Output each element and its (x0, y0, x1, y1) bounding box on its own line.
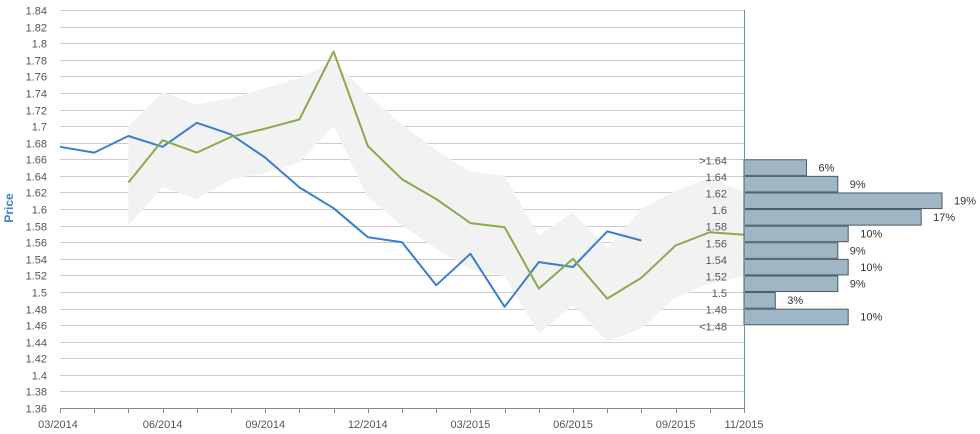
distribution-value-label: 19% (954, 195, 976, 207)
distribution-bar (743, 292, 776, 309)
x-tick-label: 11/2015 (725, 419, 764, 431)
y-tick-label: 1.72 (26, 106, 47, 118)
distribution-value-label: 17% (933, 212, 955, 224)
distribution-value-label: 9% (850, 179, 866, 191)
distribution-value-label: 10% (860, 229, 882, 241)
x-tick-label: 03/2014 (38, 419, 78, 431)
distribution-value-label: 9% (850, 245, 866, 257)
distribution-bin-label: 1.6 (712, 205, 727, 217)
distribution-bars: >1.64 6% 1.64 9% 1.62 19% 1.6 17% 1.58 10% 1.56 9% 1… (699, 155, 976, 333)
y-tick-label: 1.46 (26, 321, 47, 333)
series-lines (59, 50, 745, 308)
distribution-bin-label: 1.58 (706, 222, 727, 234)
distribution-bar (743, 192, 943, 210)
distribution-bin-label: 1.52 (706, 271, 727, 283)
distribution-bin-label: <1.48 (699, 321, 727, 333)
y-tick-label: 1.58 (26, 222, 47, 234)
x-tick-label: 06/2014 (143, 419, 183, 431)
series-line-1 (59, 121, 642, 308)
x-tick-label: 09/2014 (245, 419, 285, 431)
y-tick-label: 1.6 (32, 205, 47, 217)
x-tick-label: 09/2015 (656, 419, 696, 431)
x-tick-label: 03/2015 (451, 419, 491, 431)
distribution-value-label: 6% (819, 162, 835, 174)
distribution-bin-label: 1.62 (706, 188, 727, 200)
series-line-2 (127, 50, 745, 300)
y-tick-label: 1.5 (32, 288, 47, 300)
distribution-value-label: 10% (860, 312, 882, 324)
axes: 1.36 1.38 1.4 1.42 1.44 1.46 1.48 1.5 1.52 1.54 1.… (26, 6, 764, 432)
y-tick-label: 1.62 (26, 188, 47, 200)
confidence-band (128, 61, 744, 342)
distribution-bar (743, 225, 849, 243)
x-tick-label: 06/2015 (553, 419, 593, 431)
distribution-bin-label: 1.5 (712, 288, 727, 300)
distribution-bar (743, 209, 922, 226)
distribution-bar (743, 275, 839, 293)
y-tick-label: 1.54 (26, 255, 47, 267)
y-tick-label: 1.84 (26, 6, 47, 18)
y-tick-label: 1.36 (26, 404, 47, 416)
y-tick-label: 1.56 (26, 238, 47, 250)
forecast-band (128, 61, 744, 342)
y-tick-label: 1.52 (26, 271, 47, 283)
y-tick-label: 1.38 (26, 387, 47, 399)
y-tick-label: 1.8 (32, 39, 47, 51)
y-tick-label: 1.66 (26, 155, 47, 167)
y-tick-label: 1.42 (26, 354, 47, 366)
distribution-bin-label: 1.56 (706, 238, 727, 250)
y-tick-label: 1.74 (26, 89, 47, 101)
distribution-bin-label: 1.48 (706, 305, 727, 317)
distribution-bin-label: 1.54 (706, 255, 727, 267)
distribution-bar (743, 308, 849, 326)
distribution-value-label: 9% (850, 278, 866, 290)
y-tick-label: 1.82 (26, 23, 47, 35)
y-tick-label: 1.76 (26, 72, 47, 84)
y-tick-label: 1.78 (26, 56, 47, 68)
distribution-bar (743, 175, 839, 193)
distribution-value-label: 3% (787, 295, 803, 307)
distribution-bar (743, 258, 849, 276)
distribution-bin-label: >1.64 (699, 155, 727, 167)
distribution-bar (743, 159, 807, 176)
y-tick-label: 1.4 (32, 371, 47, 383)
distribution-value-label: 10% (860, 262, 882, 274)
y-axis-title: Price (2, 193, 16, 223)
y-tick-label: 1.7 (32, 122, 47, 134)
y-tick-label: 1.44 (26, 338, 47, 350)
distribution-bin-label: 1.64 (706, 172, 727, 184)
x-tick-label: 12/2014 (348, 419, 388, 431)
y-tick-label: 1.64 (26, 172, 47, 184)
y-tick-label: 1.48 (26, 305, 47, 317)
distribution-bar (743, 242, 839, 259)
y-tick-label: 1.68 (26, 139, 47, 151)
